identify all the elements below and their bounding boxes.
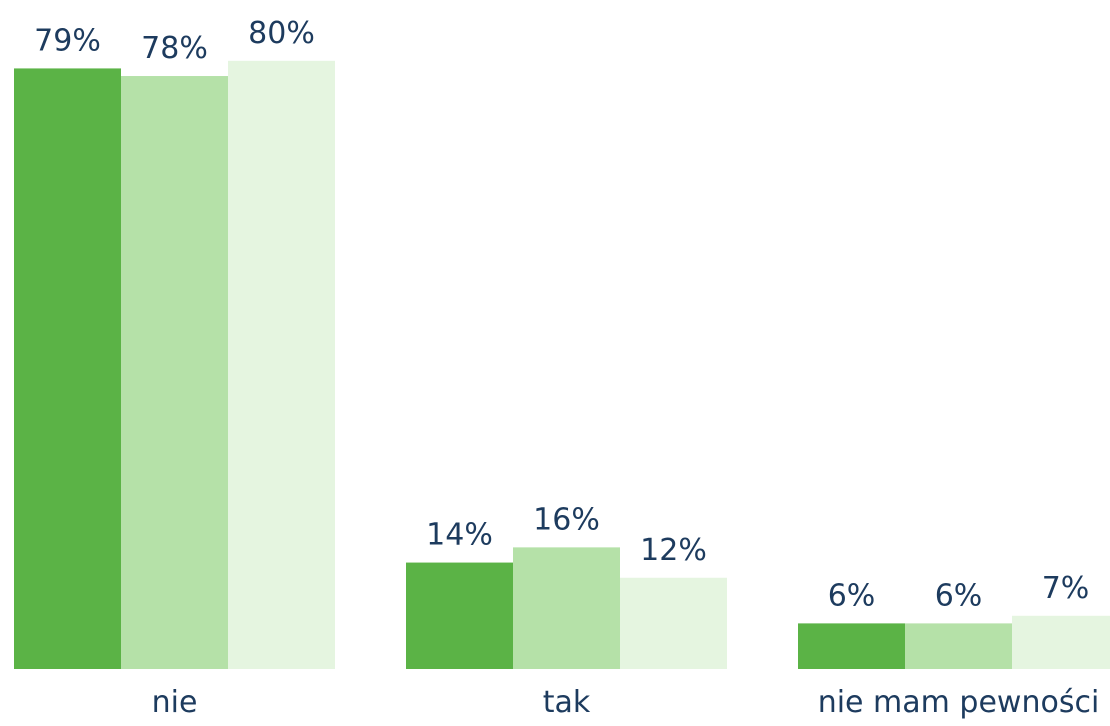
- data-label: 14%: [426, 518, 493, 553]
- data-label: 80%: [248, 16, 315, 51]
- bar: [513, 547, 620, 669]
- bar: [798, 623, 905, 669]
- bar: [14, 68, 121, 669]
- data-label: 12%: [640, 533, 707, 568]
- data-label: 7%: [1042, 571, 1090, 606]
- data-label: 79%: [34, 23, 101, 58]
- bar: [121, 76, 228, 670]
- data-label: 78%: [141, 31, 208, 66]
- x-tick-label: tak: [543, 685, 591, 720]
- bar: [406, 562, 513, 669]
- bar: [620, 577, 727, 669]
- data-label: 6%: [828, 578, 876, 613]
- x-tick-label: nie mam pewności: [818, 685, 1100, 720]
- bar: [905, 623, 1012, 669]
- data-label: 6%: [935, 578, 983, 613]
- x-tick-label: nie: [152, 685, 198, 720]
- data-label: 16%: [533, 502, 600, 537]
- bar: [228, 60, 335, 670]
- bar: [1012, 615, 1110, 669]
